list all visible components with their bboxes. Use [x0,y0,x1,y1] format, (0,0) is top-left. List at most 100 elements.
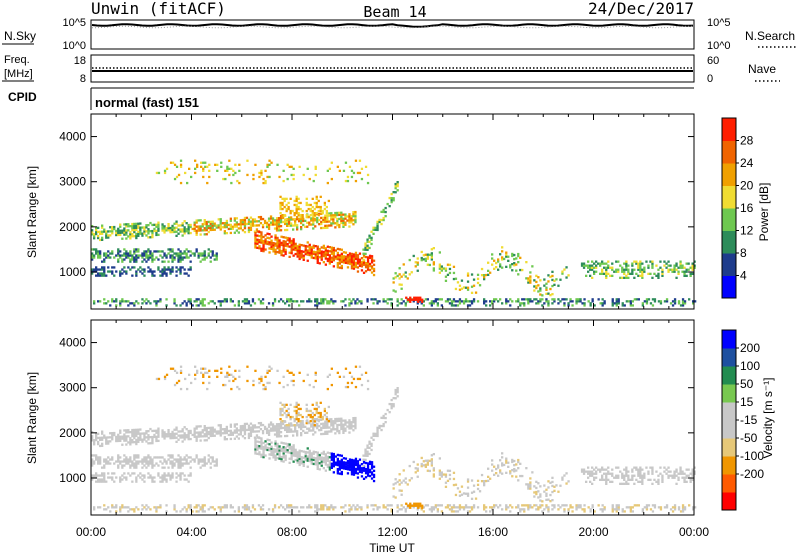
velocity-cell [685,476,688,479]
velocity-cell [263,427,267,431]
velocity-cell [277,433,281,436]
power-cell [370,267,374,270]
velocity-cell [272,452,275,455]
power-cell [262,246,265,249]
power-cell [317,209,320,213]
power-cell [332,220,335,223]
power-cell [366,264,370,267]
velocity-cell [135,428,138,431]
velocity-cell [225,431,228,435]
power-cell [677,272,680,275]
velocity-cell [201,464,204,467]
velocity-cell [388,504,391,507]
power-cell [641,276,644,279]
velocity-cell [354,425,357,428]
power-cell [97,274,100,277]
velocity-cell [537,506,540,509]
velocity-cell [396,510,399,513]
velocity-cell [179,371,183,374]
power-cell [348,213,351,216]
velocity-cell [268,453,271,456]
velocity-cell [229,431,232,434]
power-cell [179,252,182,255]
velocity-cell [511,458,514,462]
power-cell [346,256,350,259]
power-cell [691,268,694,271]
power-cell [215,258,218,261]
velocity-cell [319,411,322,415]
power-cell [332,216,335,219]
velocity-cell [127,435,130,438]
power-cell [219,222,222,225]
power-cell [129,302,132,305]
power-cell [135,274,138,277]
velocity-cell [322,467,325,470]
power-cell [225,300,228,303]
velocity-cell [119,478,122,481]
power-cell [448,302,452,305]
power-cell [145,302,148,305]
power-cell [487,261,490,264]
velocity-cell [547,480,550,483]
power-cell [203,298,206,301]
velocity-cell [531,471,534,474]
power-cell [276,247,279,250]
velocity-cell [139,438,142,441]
velocity-cell [332,428,335,431]
power-cell [119,256,122,259]
power-cell [141,226,144,229]
velocity-cell [392,403,395,406]
velocity-cell [665,468,668,471]
power-cell [607,272,610,275]
power-cell [517,298,520,301]
power-cell [324,224,327,227]
power-cell [582,264,586,267]
velocity-cell [145,440,148,443]
velocity-cell [547,508,550,511]
power-cell [438,271,441,274]
power-cell [434,298,437,301]
velocity-cell [302,462,305,465]
velocity-cell [418,506,421,509]
velocity-cell [209,432,212,436]
velocity-cell [117,458,120,461]
power-cell [163,270,166,273]
velocity-cell [284,458,287,462]
velocity-cell [320,456,323,459]
velocity-cell [332,465,335,468]
velocity-cell [253,508,257,511]
velocity-cell [599,468,602,471]
power-cell [139,232,142,235]
velocity-cell [163,433,166,436]
power-cell [105,232,108,235]
velocity-cell [362,469,366,472]
power-cell [551,274,554,278]
velocity-cell [292,448,295,451]
velocity-cell [551,480,554,484]
velocity-cell [213,430,216,433]
power-cell [404,275,407,278]
velocity-cell [129,474,132,477]
velocity-cell [286,430,289,433]
power-cell [394,290,397,293]
power-cell [167,268,170,271]
power-cell [611,268,614,271]
velocity-cell [446,479,450,482]
power-cell [288,216,291,219]
power-cell [143,274,146,277]
power-cell [587,270,590,273]
velocity-cell [671,510,675,513]
velocity-cell [541,510,544,513]
velocity-cell [348,508,351,511]
velocity-cell [366,379,370,383]
velocity-cell [321,415,324,419]
velocity-cell [316,467,319,470]
power-cell [400,287,403,290]
velocity-cell [157,456,160,459]
velocity-cell [115,510,118,513]
velocity-cell [111,436,114,439]
power-cell [366,256,370,259]
velocity-cell [282,442,285,445]
power-cell [171,260,174,263]
